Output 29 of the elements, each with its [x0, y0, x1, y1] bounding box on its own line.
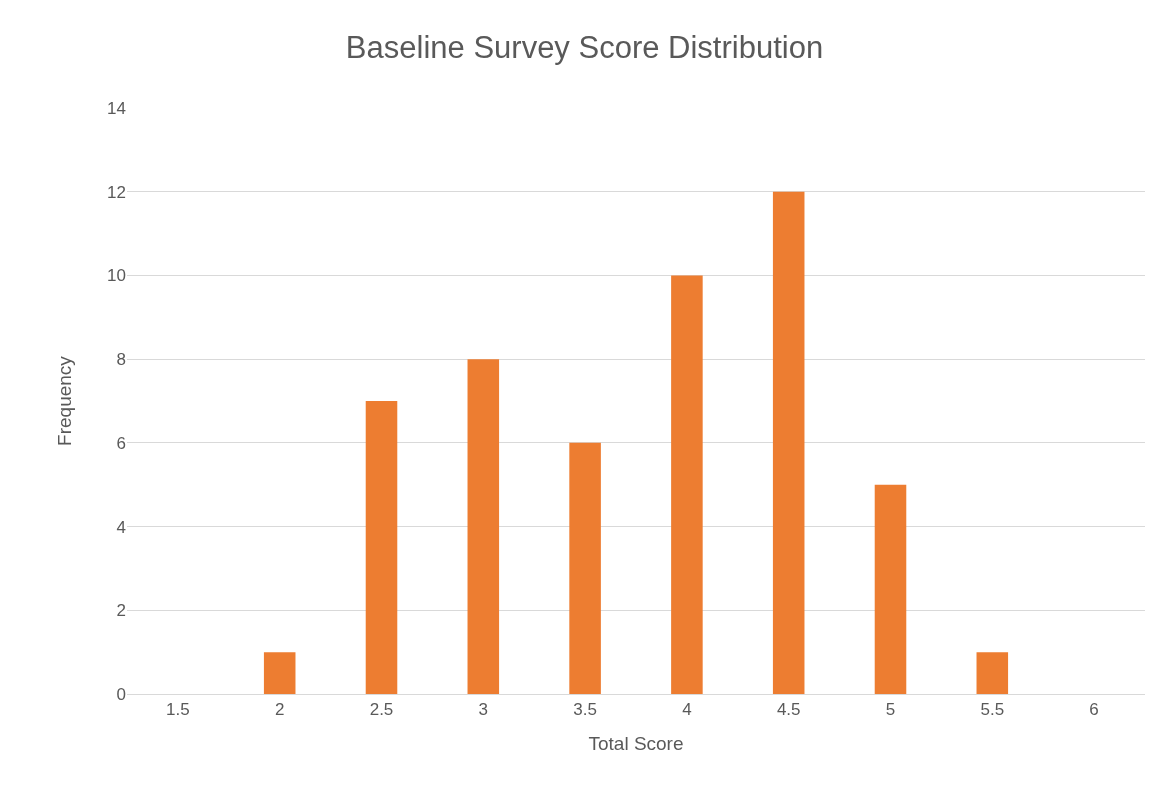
bar	[772, 191, 805, 694]
y-tick-label: 2	[116, 601, 126, 621]
bar	[365, 401, 398, 694]
x-tick-label: 4.5	[776, 700, 801, 720]
y-axis-title: Frequency	[53, 355, 75, 446]
x-tick-label: 3.5	[573, 700, 597, 720]
bar	[874, 484, 907, 694]
x-axis-title: Total Score	[588, 733, 684, 755]
chart-title: Baseline Survey Score Distribution	[345, 29, 824, 65]
bar	[467, 359, 500, 694]
y-tick-label: 6	[116, 433, 126, 453]
y-tick-label: 8	[116, 350, 126, 370]
y-tick-label: 12	[107, 182, 126, 202]
y-tick-label: 4	[116, 517, 126, 537]
y-tick-label: 10	[107, 266, 126, 286]
x-tick-label: 5	[885, 700, 896, 720]
x-tick-label: 4	[682, 700, 692, 720]
y-tick-label: 14	[107, 98, 126, 118]
bar	[263, 652, 296, 694]
x-tick-label: 2.5	[369, 700, 394, 720]
x-tick-label: 3	[478, 700, 489, 720]
x-tick-label: 2	[274, 700, 285, 720]
x-tick-label: 5.5	[980, 700, 1005, 720]
y-tick-label: 0	[116, 684, 126, 704]
bar	[671, 275, 703, 694]
bar	[976, 652, 1009, 694]
bar	[569, 442, 601, 694]
x-tick-label: 6	[1089, 700, 1099, 720]
x-tick-label: 1.5	[166, 700, 190, 720]
